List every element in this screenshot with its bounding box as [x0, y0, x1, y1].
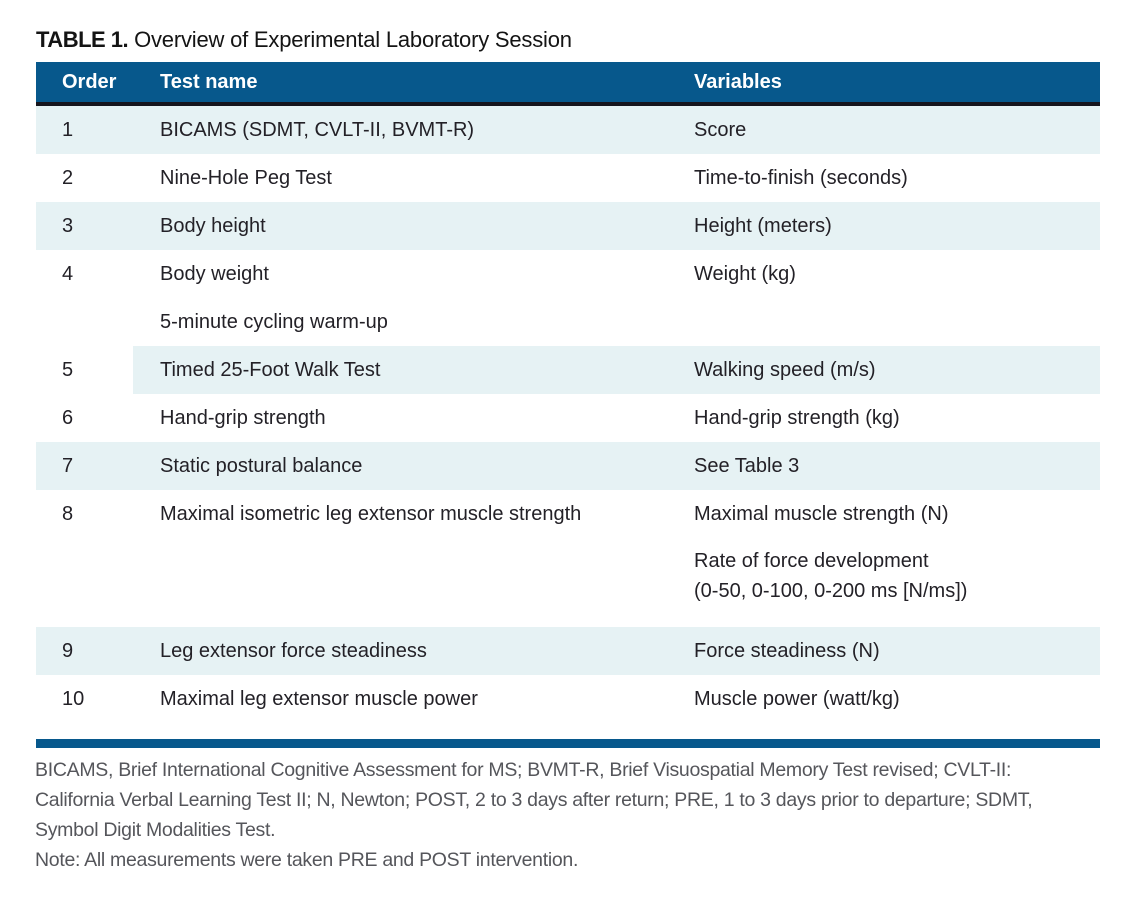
table-row: 2 Nine-Hole Peg Test Time-to-finish (sec… [36, 154, 1100, 202]
table-row: 5-minute cycling warm-up [36, 298, 1100, 346]
footnote-line: BICAMS, Brief International Cognitive As… [35, 759, 1012, 781]
row-variables: Walking speed (m/s) [694, 355, 1100, 385]
row-order-number: 3 [62, 215, 74, 237]
column-header-variables: Variables [694, 71, 782, 93]
table-title: TABLE 1. Overview of Experimental Labora… [36, 27, 1142, 53]
row-order-number: 5 [62, 359, 74, 381]
table-row: 7 Static postural balance See Table 3 [36, 442, 1100, 490]
row-order-number: 9 [62, 640, 74, 662]
row-variables: Height (meters) [694, 211, 1100, 241]
variable-text: Force steadiness (N) [694, 640, 880, 662]
table-row: 5 Timed 25-Foot Walk Test Walking speed … [36, 346, 1100, 394]
row-order-number: 6 [62, 407, 74, 429]
row-order-number: 2 [62, 167, 74, 189]
row-test-name: Nine-Hole Peg Test [160, 167, 332, 189]
variable-text: Height (meters) [694, 215, 832, 237]
row-test-name: Maximal isometric leg extensor muscle st… [160, 503, 582, 525]
table-footnote: BICAMS, Brief International Cognitive As… [35, 755, 1107, 875]
row-variables: Time-to-finish (seconds) [694, 163, 1100, 193]
row-test-name: Timed 25-Foot Walk Test [160, 359, 381, 381]
row-order-number: 4 [62, 263, 74, 285]
column-header-order: Order [62, 71, 117, 93]
row-order-number: 1 [62, 119, 74, 141]
variable-text: Muscle power (watt/kg) [694, 688, 900, 710]
row-test-name: Maximal leg extensor muscle power [160, 688, 478, 710]
row-variables: Muscle power (watt/kg) [694, 684, 1100, 714]
row-variables: Weight (kg) [694, 259, 1100, 289]
footnote-note: Note: All measurements were taken PRE an… [35, 849, 579, 871]
table-row: 10 Maximal leg extensor muscle power Mus… [36, 675, 1100, 723]
table-body: 1 BICAMS (SDMT, CVLT-II, BVMT-R) Score 2… [36, 106, 1100, 723]
table-title-label: TABLE 1. [36, 27, 129, 52]
table-row: 3 Body height Height (meters) [36, 202, 1100, 250]
row-test-name: 5-minute cycling warm-up [160, 311, 388, 333]
row-variables: See Table 3 [694, 451, 1100, 481]
variable-text: Maximal muscle strength (N) [694, 503, 949, 525]
row-variables: Maximal muscle strength (N) Rate of force… [694, 499, 1100, 606]
row-order-number: 7 [62, 455, 74, 477]
variable-text: Walking speed (m/s) [694, 359, 876, 381]
footnote-line: California Verbal Learning Test II; N, N… [35, 789, 1033, 811]
table-title-caption: Overview of Experimental Laboratory Sess… [134, 27, 572, 52]
row-test-name: Body height [160, 215, 266, 237]
row-order-number [36, 307, 160, 337]
variable-text: Time-to-finish (seconds) [694, 167, 908, 189]
row-test-name: Hand-grip strength [160, 407, 326, 429]
row-variables: Hand-grip strength (kg) [694, 403, 1100, 433]
table-bottom-rule [36, 739, 1100, 748]
variable-text: Hand-grip strength (kg) [694, 407, 900, 429]
row-variables: Score [694, 115, 1100, 145]
table-row: 6 Hand-grip strength Hand-grip strength … [36, 394, 1100, 442]
table-row: 8 Maximal isometric leg extensor muscle … [36, 490, 1100, 627]
lab-session-table: Order Test name Variables 1 BICAMS (SDMT… [36, 62, 1100, 723]
row-test-name: BICAMS (SDMT, CVLT-II, BVMT-R) [160, 119, 475, 141]
row-variables [694, 307, 1100, 337]
row-order-number: 10 [62, 688, 85, 710]
column-header-test-name: Test name [160, 71, 258, 93]
row-test-name: Body weight [160, 263, 269, 285]
row-test-name: Static postural balance [160, 455, 363, 477]
table-header-row: Order Test name Variables [36, 62, 1100, 106]
footnote-line: Symbol Digit Modalities Test. [35, 819, 276, 841]
table-row: 1 BICAMS (SDMT, CVLT-II, BVMT-R) Score [36, 106, 1100, 154]
row-variables: Force steadiness (N) [694, 636, 1100, 666]
variable-text: Score [694, 119, 747, 141]
variable-text: Weight (kg) [694, 263, 796, 285]
variable-text: See Table 3 [694, 455, 800, 477]
row-order-number: 8 [62, 503, 74, 525]
table-row: 9 Leg extensor force steadiness Force st… [36, 627, 1100, 675]
variable-text: Rate of force development (0-50, 0-100, … [694, 550, 968, 602]
row-test-name: Leg extensor force steadiness [160, 640, 427, 662]
table-row: 4 Body weight Weight (kg) [36, 250, 1100, 298]
